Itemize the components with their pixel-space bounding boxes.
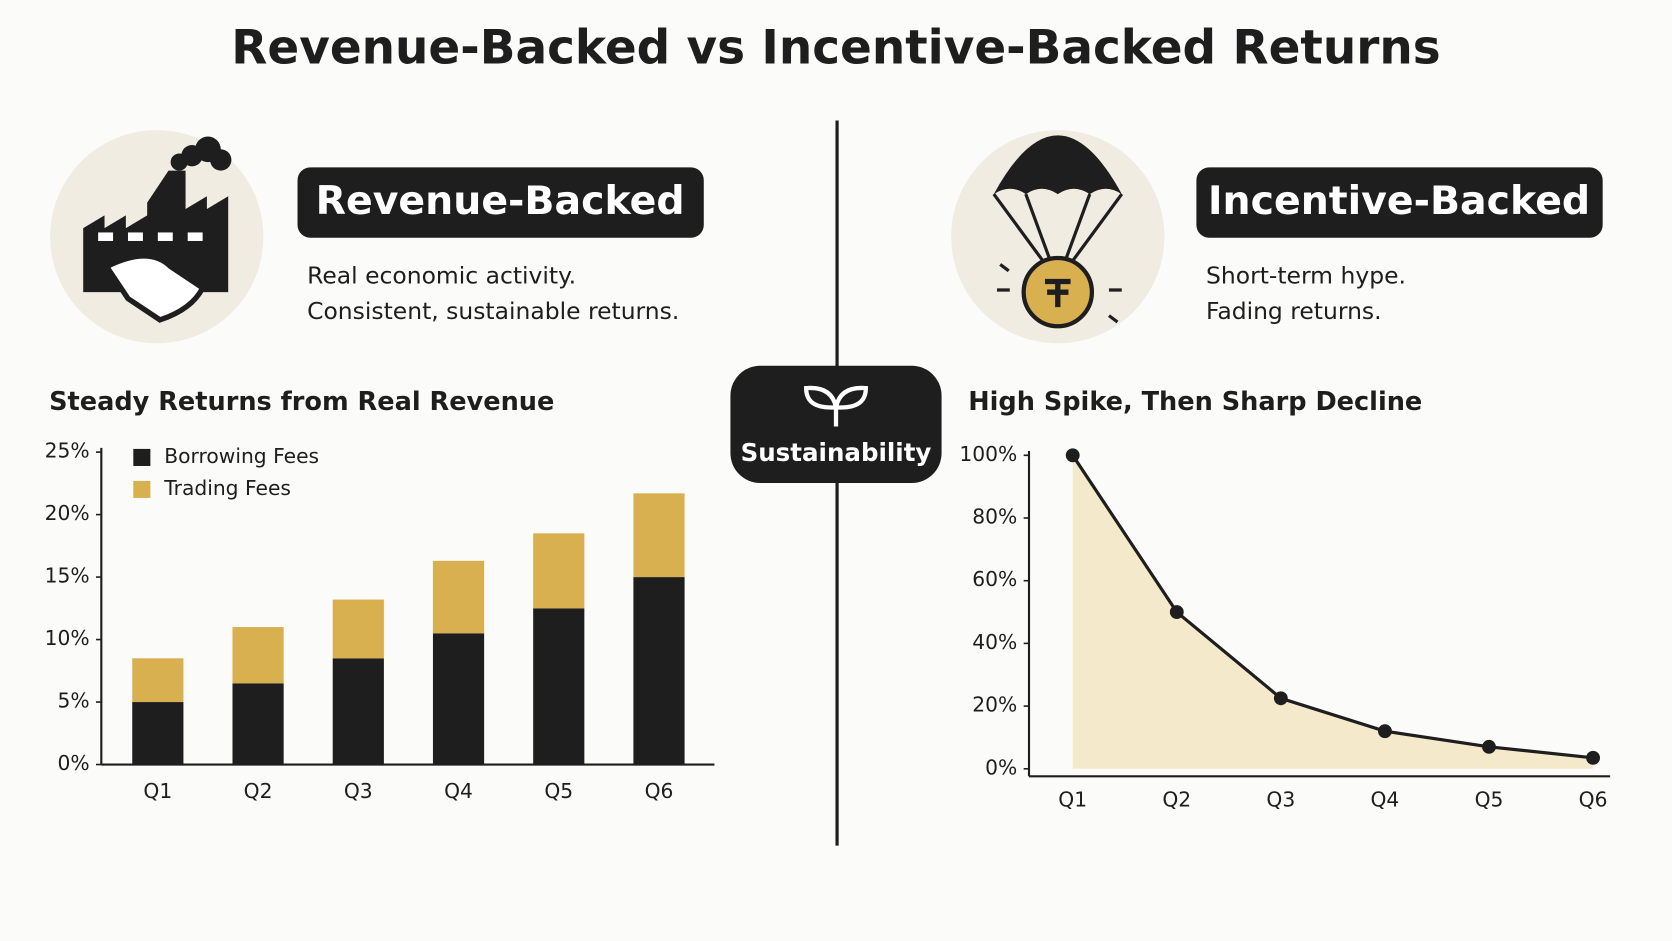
main-title: Revenue-Backed vs Incentive-Backed Retur… bbox=[231, 21, 1440, 76]
legend-label: Trading Fees bbox=[163, 476, 291, 500]
x-tick-label: Q3 bbox=[1266, 787, 1295, 811]
x-tick-label: Q4 bbox=[444, 779, 473, 803]
desc: Fading returns. bbox=[1206, 297, 1382, 325]
badge bbox=[297, 167, 704, 238]
y-tick-label: 10% bbox=[45, 626, 90, 650]
y-tick-label: 100% bbox=[959, 442, 1017, 466]
x-tick-label: Q3 bbox=[344, 779, 373, 803]
bar-segment bbox=[132, 702, 184, 765]
x-tick-label: Q6 bbox=[645, 779, 674, 803]
bar-segment bbox=[633, 493, 685, 578]
point bbox=[1586, 750, 1600, 765]
y-tick-label: 0% bbox=[985, 755, 1017, 779]
y-tick-label: 20% bbox=[45, 501, 90, 525]
bar-segment bbox=[533, 533, 585, 609]
y-tick-label: 60% bbox=[972, 567, 1017, 591]
x-tick-label: Q2 bbox=[244, 779, 273, 803]
bar-segment bbox=[432, 633, 485, 765]
y-tick-label: 80% bbox=[972, 505, 1017, 529]
bar-segment bbox=[332, 658, 384, 765]
badge bbox=[1196, 167, 1603, 238]
x-tick-label: Q5 bbox=[1475, 787, 1504, 811]
x-tick-label: Q1 bbox=[1058, 787, 1087, 811]
bar-segment bbox=[432, 560, 485, 634]
bar-segment bbox=[533, 608, 585, 765]
badge-text: Revenue-Backed bbox=[316, 178, 685, 224]
point bbox=[1169, 605, 1184, 619]
chart-title: High Spike, Then Sharp Decline bbox=[968, 387, 1422, 417]
point bbox=[1482, 739, 1496, 754]
y-tick-label: 25% bbox=[45, 439, 90, 463]
x-tick-label: Q6 bbox=[1579, 787, 1608, 811]
x-tick-label: Q5 bbox=[544, 779, 573, 803]
y-tick-label: 0% bbox=[57, 751, 89, 775]
badge-text: Incentive-Backed bbox=[1208, 178, 1590, 224]
y-tick-label: 40% bbox=[972, 630, 1017, 654]
chart-title: Steady Returns from Real Revenue bbox=[49, 387, 554, 417]
legend-swatch bbox=[133, 448, 151, 466]
bar-segment bbox=[232, 683, 284, 765]
bar-segment bbox=[232, 627, 284, 684]
desc: Short-term hype. bbox=[1206, 262, 1406, 290]
legend-swatch bbox=[133, 480, 151, 498]
x-tick-label: Q1 bbox=[143, 779, 172, 803]
factory-icon bbox=[83, 136, 232, 323]
y-tick-label: 5% bbox=[57, 689, 89, 713]
x-tick-label: Q4 bbox=[1371, 787, 1400, 811]
center-label: Sustainability bbox=[741, 438, 932, 467]
y-tick-label: 20% bbox=[972, 693, 1017, 717]
area bbox=[1072, 455, 1594, 769]
desc: Real economic activity. bbox=[307, 262, 576, 290]
x-tick-label: Q2 bbox=[1162, 787, 1191, 811]
bar-segment bbox=[633, 577, 685, 765]
bar-segment bbox=[332, 599, 384, 659]
line bbox=[1071, 454, 1594, 760]
point bbox=[1065, 448, 1080, 463]
parachute-icon bbox=[992, 135, 1124, 329]
legend-label: Borrowing Fees bbox=[164, 444, 319, 468]
y-tick-label: 15% bbox=[45, 564, 90, 588]
point bbox=[1377, 724, 1392, 739]
point bbox=[1273, 691, 1288, 706]
bar-segment bbox=[132, 658, 184, 703]
sprout-icon bbox=[804, 385, 868, 427]
desc: Consistent, sustainable returns. bbox=[307, 297, 679, 325]
